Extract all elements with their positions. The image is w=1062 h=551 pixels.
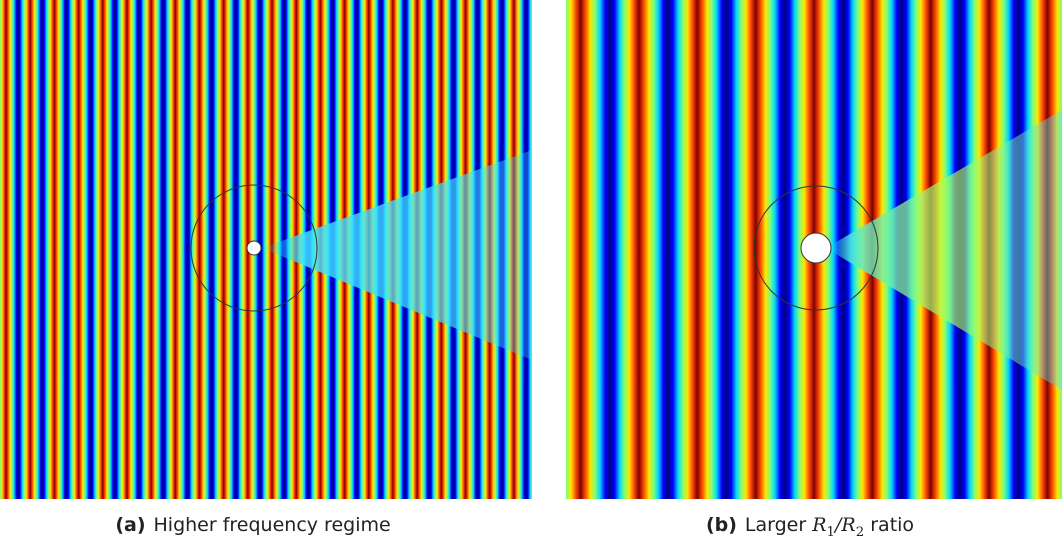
ratio-r1-sub: 1: [826, 524, 836, 540]
field-plot-larger-ratio: [566, 0, 1062, 499]
field-plot-high-frequency: [0, 0, 532, 499]
scatterer-a: [246, 240, 262, 256]
caption-b-tag: (b): [705, 514, 737, 536]
caption-b-suffix: ratio: [870, 514, 915, 536]
ratio-r1: R: [812, 514, 827, 536]
caption-a: (a) Higher frequency regime: [115, 514, 390, 536]
ratio-r2-sub: 2: [855, 524, 865, 540]
caption-b-ratio: R1/R2: [812, 514, 864, 540]
scatterer-b: [800, 232, 832, 264]
field-plot-a-svg: [0, 0, 532, 499]
shadow-zone-b: [826, 110, 1062, 390]
field-plot-b-svg: [566, 0, 1062, 499]
interface-circle-a: [190, 184, 318, 312]
shadow-zone-a: [262, 150, 532, 360]
ratio-r2: R: [841, 514, 856, 536]
caption-b-prefix: Larger: [744, 514, 807, 536]
ratio-slash: /: [835, 514, 842, 536]
caption-a-text: Higher frequency regime: [153, 514, 391, 536]
caption-b: (b) Larger R1/R2 ratio: [706, 514, 914, 540]
caption-a-tag: (a): [115, 514, 146, 536]
interface-circle-b: [753, 185, 879, 311]
